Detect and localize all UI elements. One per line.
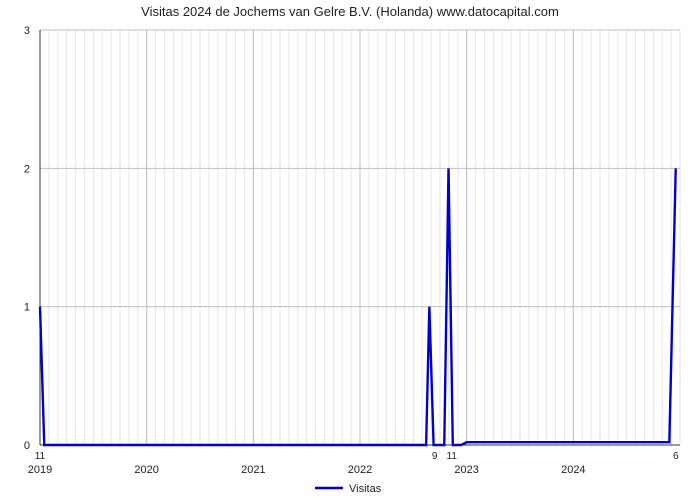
y-tick-label: 2 (24, 163, 30, 175)
x-tick-label: 2022 (348, 464, 372, 476)
data-point-label: 11 (447, 451, 458, 462)
y-tick-label: 3 (24, 25, 30, 37)
data-point-label: 6 (673, 451, 679, 462)
visits-line-chart: Visitas 2024 de Jochems van Gelre B.V. (… (0, 0, 700, 500)
data-point-label: 9 (432, 451, 438, 462)
x-tick-label: 2024 (561, 464, 585, 476)
x-tick-label: 2019 (28, 464, 52, 476)
legend-label: Visitas (349, 483, 382, 495)
y-tick-label: 1 (24, 302, 30, 314)
x-tick-label: 2023 (454, 464, 478, 476)
x-tick-label: 2020 (134, 464, 158, 476)
chart-svg: Visitas 2024 de Jochems van Gelre B.V. (… (0, 0, 700, 500)
y-tick-label: 0 (24, 440, 30, 452)
data-point-label: 11 (35, 451, 46, 462)
x-tick-label: 2021 (241, 464, 265, 476)
chart-title: Visitas 2024 de Jochems van Gelre B.V. (… (141, 4, 559, 19)
